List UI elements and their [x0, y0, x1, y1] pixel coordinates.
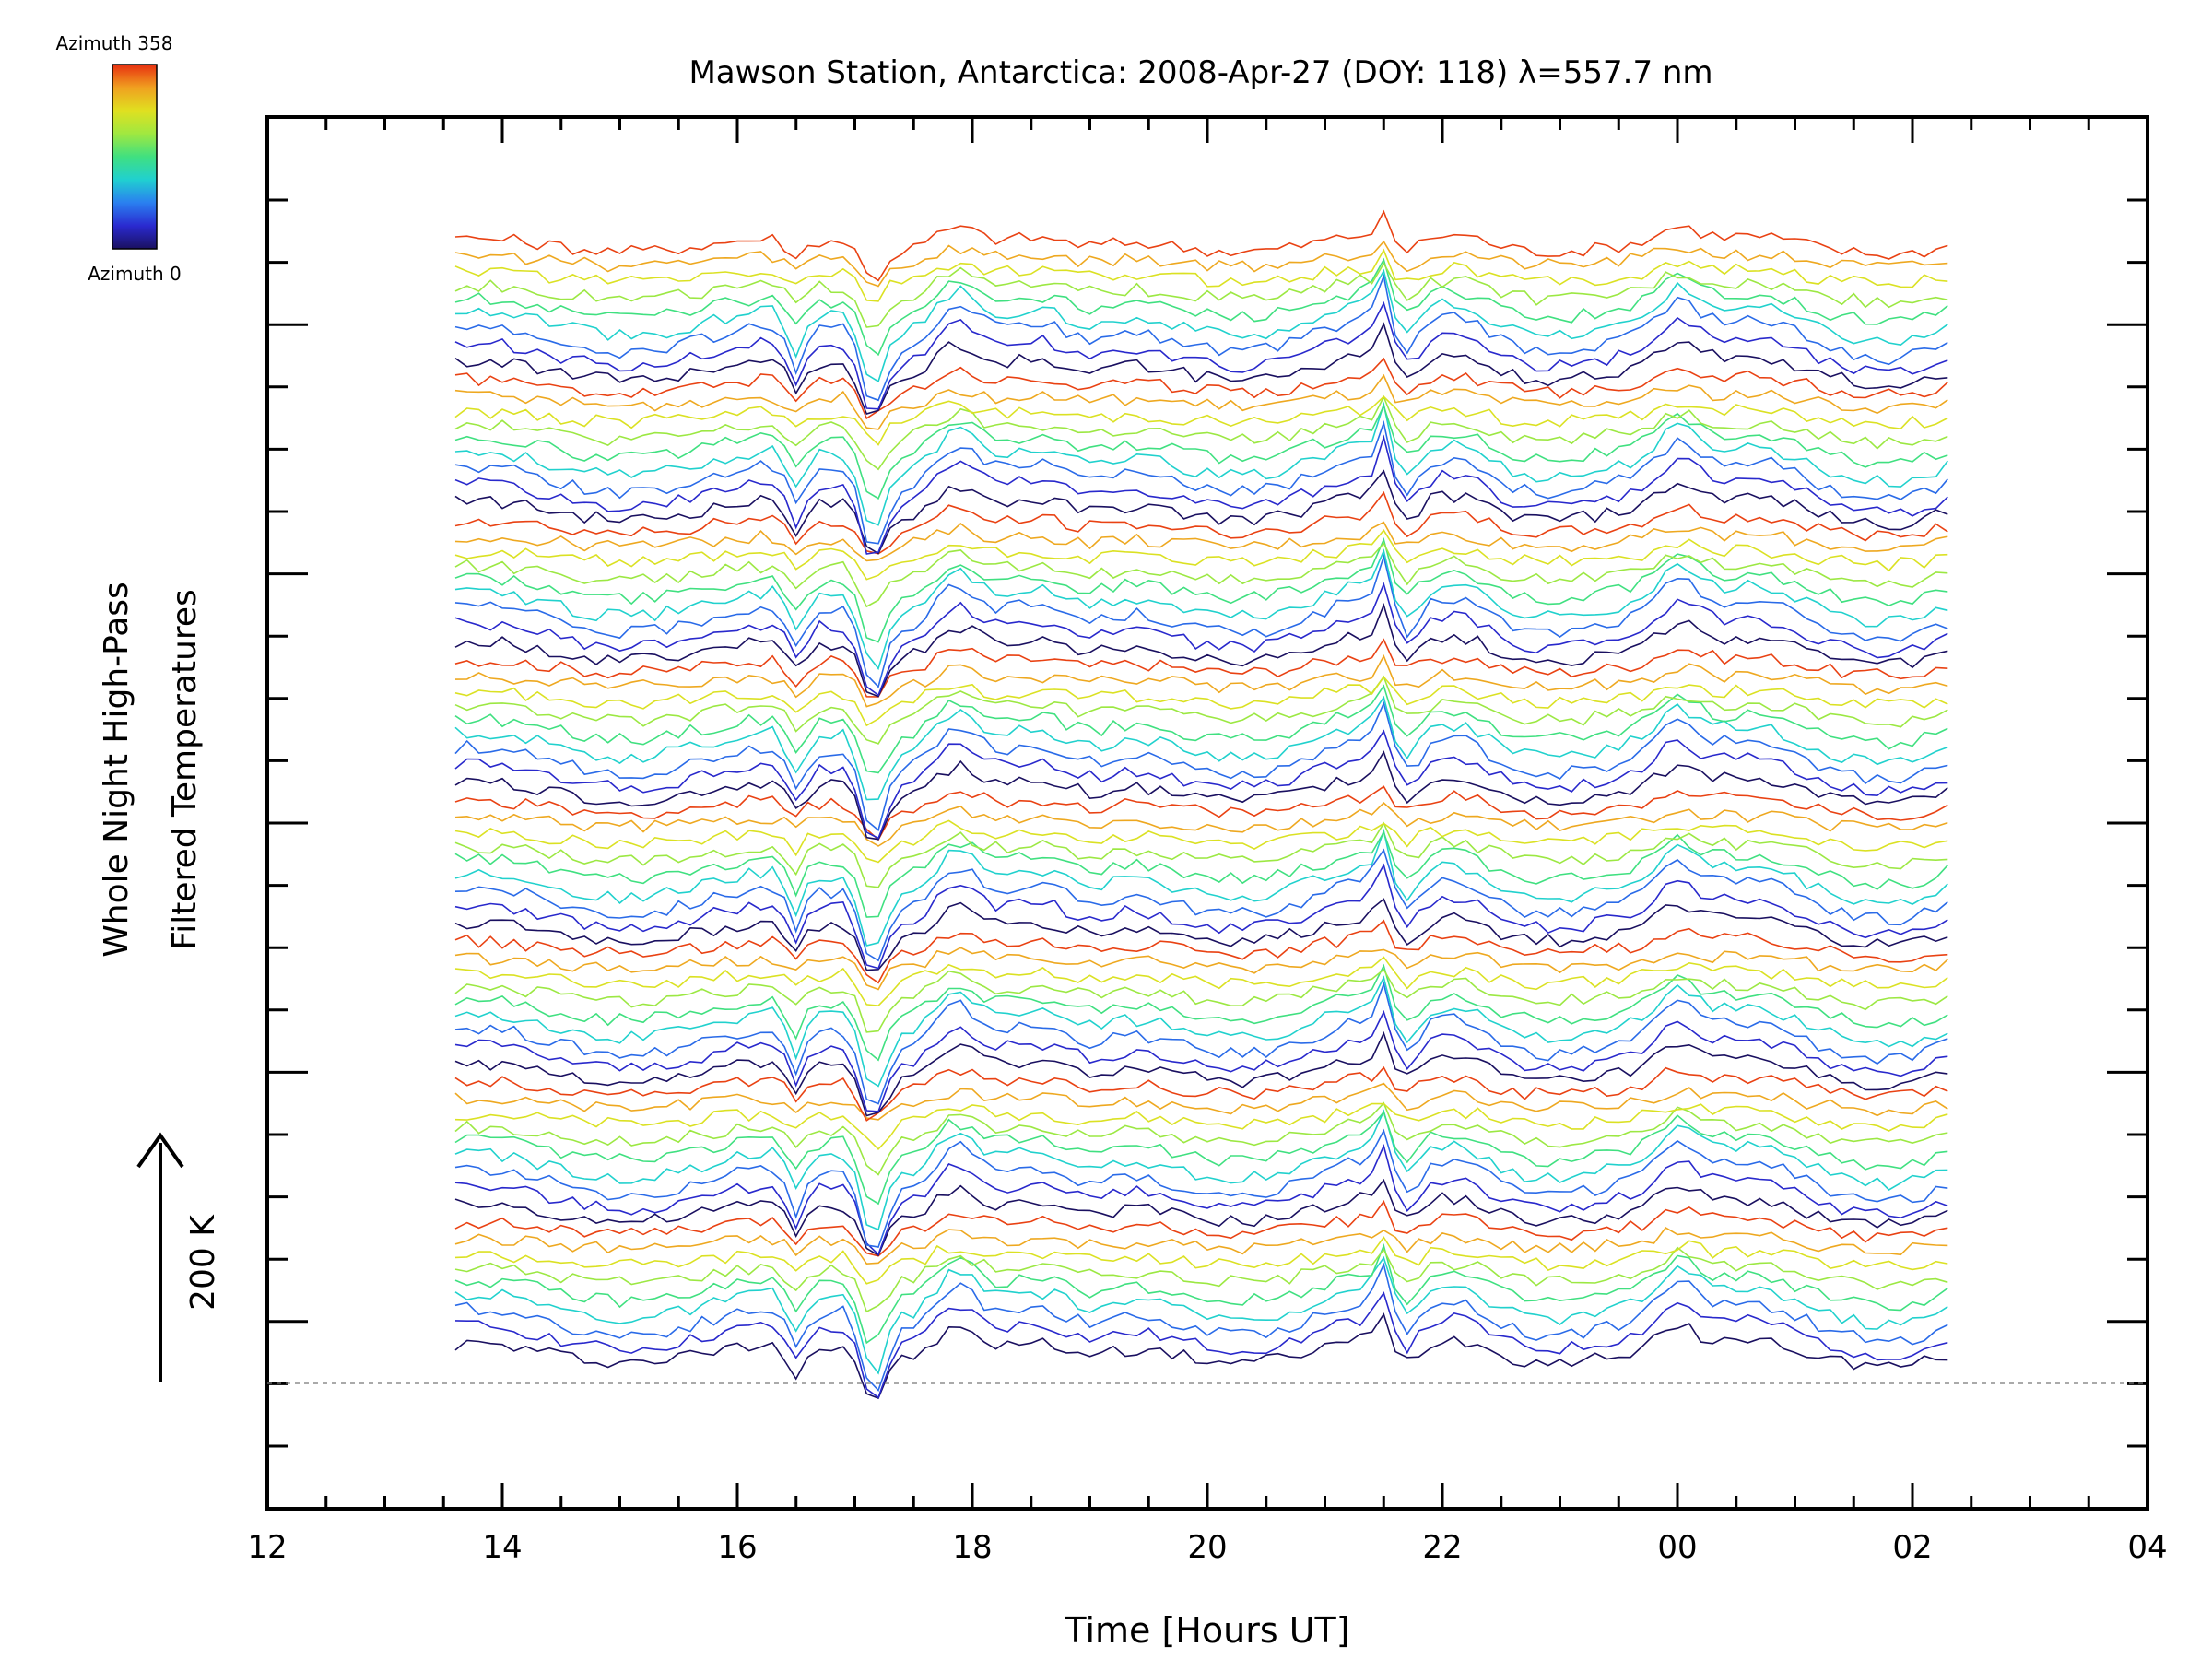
series-line	[454, 536, 1948, 643]
chart-title: Mawson Station, Antarctica: 2008-Apr-27 …	[688, 54, 1712, 91]
series-line	[454, 947, 1948, 991]
x-tick-label: 00	[1657, 1529, 1697, 1566]
tick-layer	[265, 117, 2149, 1509]
series-line	[454, 373, 1948, 430]
series-line	[454, 1226, 1948, 1265]
series-line	[454, 209, 1948, 282]
series-line	[454, 548, 1948, 671]
series-line	[454, 248, 1948, 302]
x-tick-label: 12	[247, 1529, 287, 1566]
x-tick-label: 22	[1422, 1529, 1462, 1566]
series-line	[454, 919, 1948, 984]
series-line	[454, 1128, 1948, 1249]
scale-label: 200 K	[184, 1214, 222, 1311]
series-line	[454, 1101, 1948, 1176]
series-line	[454, 257, 1948, 357]
series-line	[454, 1236, 1948, 1285]
series-line	[454, 819, 1948, 864]
series-line	[454, 395, 1948, 446]
series-line	[454, 801, 1948, 847]
series-line	[454, 553, 1948, 688]
series-line	[454, 968, 1948, 1033]
series-line	[454, 750, 1948, 841]
series-line	[454, 785, 1948, 841]
series-line	[454, 1200, 1948, 1257]
series-line	[454, 1178, 1948, 1257]
series-line	[454, 419, 1948, 545]
series-line	[454, 521, 1948, 562]
series-line	[454, 1009, 1948, 1112]
series-line	[454, 401, 1948, 526]
colorbar	[112, 64, 158, 250]
series-line	[454, 1242, 1948, 1345]
series-line	[454, 898, 1948, 971]
series-layer	[454, 209, 1948, 1400]
series-line	[454, 956, 1948, 1007]
x-tick-label: 16	[717, 1529, 757, 1566]
series-line	[454, 1082, 1948, 1121]
series-line	[454, 240, 1948, 288]
series-line	[454, 300, 1948, 410]
series-line	[454, 1109, 1948, 1231]
series-line	[454, 262, 1948, 328]
series-line	[454, 1255, 1948, 1375]
colorbar-top-label: Azimuth 358	[56, 32, 173, 54]
series-line	[454, 684, 1948, 774]
series-line	[454, 404, 1948, 500]
series-line	[454, 1312, 1948, 1400]
series-line	[454, 848, 1948, 962]
series-line	[454, 638, 1948, 698]
series-line	[454, 603, 1948, 698]
series-line	[454, 654, 1948, 708]
series-line	[454, 1102, 1948, 1151]
x-axis-label: Time [Hours UT]	[1064, 1610, 1349, 1651]
series-line	[454, 1030, 1948, 1117]
x-tick-label: 14	[482, 1529, 522, 1566]
y-axis-label-line1: Whole Night High-Pass	[98, 582, 135, 958]
series-line	[454, 1065, 1948, 1122]
series-line	[454, 1111, 1948, 1206]
series-line	[454, 322, 1948, 415]
series-line	[454, 963, 1948, 1062]
series-line	[454, 434, 1948, 555]
series-line	[454, 729, 1948, 840]
series-line	[454, 975, 1948, 1088]
series-line	[454, 863, 1948, 970]
x-tick-label: 20	[1187, 1529, 1227, 1566]
scale-arrow-head	[136, 1132, 184, 1169]
series-line	[454, 1143, 1948, 1256]
series-line	[454, 695, 1948, 801]
series-line	[454, 675, 1948, 745]
x-tick-label: 18	[952, 1529, 992, 1566]
series-line	[454, 469, 1948, 555]
series-line	[454, 490, 1948, 555]
series-line	[454, 676, 1948, 727]
series-line	[454, 821, 1948, 888]
series-line	[454, 1246, 1948, 1313]
series-line	[454, 981, 1948, 1105]
series-line	[454, 830, 1948, 918]
colorbar-bottom-label: Azimuth 0	[88, 263, 182, 285]
x-tick-labels: 12 14 16 18 20 22 00 02 04	[247, 1529, 2167, 1566]
series-line	[454, 700, 1948, 832]
series-line	[454, 357, 1948, 420]
series-line	[454, 394, 1948, 471]
series-line	[454, 582, 1948, 697]
series-line	[454, 1291, 1948, 1399]
series-line	[454, 268, 1948, 383]
x-tick-label: 04	[2127, 1529, 2167, 1566]
series-line	[454, 542, 1948, 608]
y-axis-label-line2: Filtered Temperatures	[166, 589, 204, 950]
series-line	[454, 529, 1948, 581]
series-line	[454, 1262, 1948, 1393]
series-line	[454, 828, 1948, 947]
x-tick-label: 02	[1892, 1529, 1932, 1566]
series-line	[454, 273, 1948, 402]
